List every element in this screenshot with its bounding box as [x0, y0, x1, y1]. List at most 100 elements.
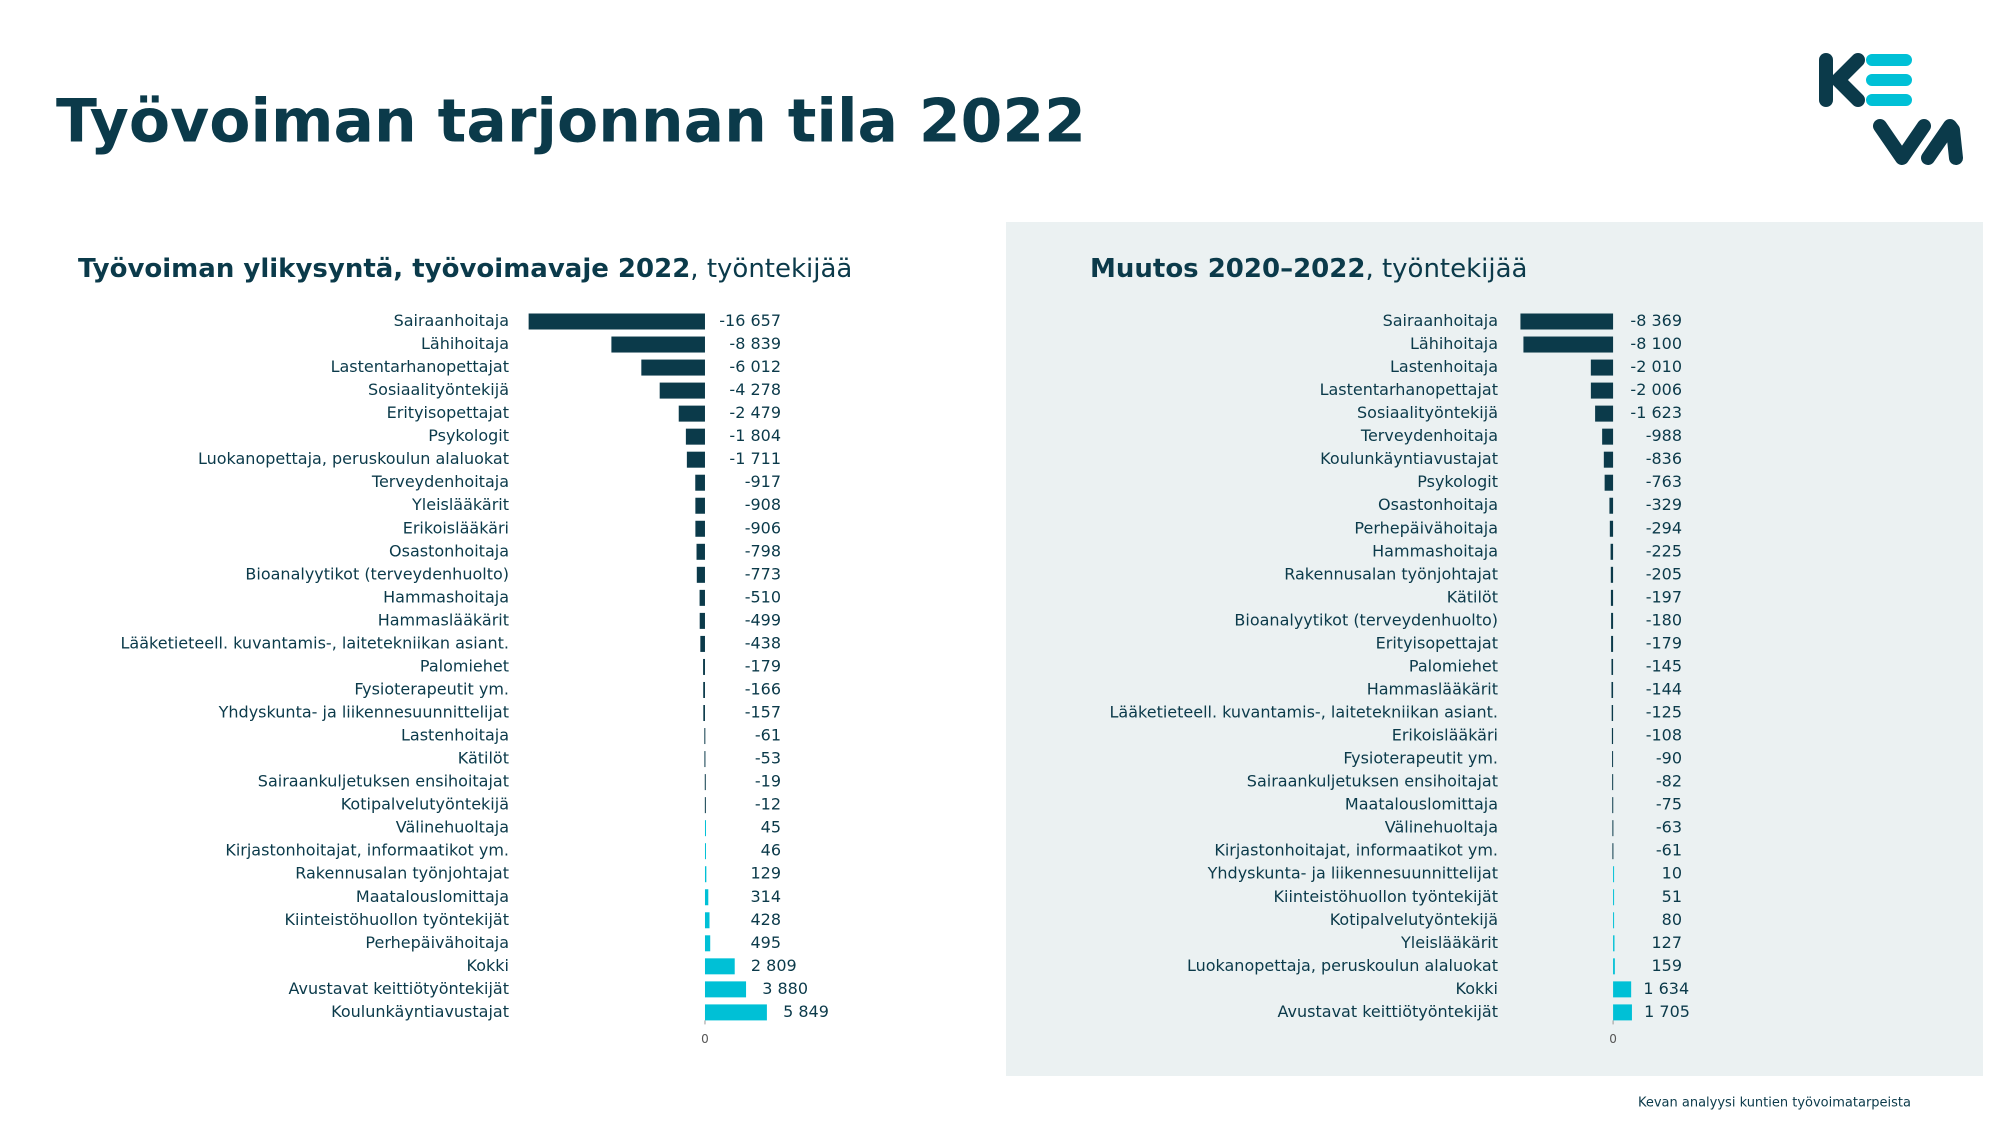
- category-label: Hammashoitaja: [1372, 541, 1498, 560]
- category-label: Hammashoitaja: [383, 587, 509, 606]
- bar: [685, 428, 705, 445]
- bar: [1520, 313, 1614, 330]
- value-label: -2 006: [1630, 380, 1682, 399]
- value-label: -908: [745, 495, 781, 514]
- value-label: -988: [1646, 426, 1682, 445]
- value-label: 46: [761, 841, 781, 860]
- category-label: Fysioterapeutit ym.: [1343, 749, 1498, 768]
- category-label: Bioanalyytikot (terveydenhuolto): [245, 564, 509, 583]
- bar: [678, 405, 705, 422]
- bar: [1612, 843, 1614, 860]
- category-label: Kokki: [467, 956, 509, 975]
- category-label: Yleislääkärit: [1400, 933, 1498, 952]
- value-label: -6 012: [729, 357, 781, 376]
- value-label: -61: [1656, 841, 1682, 860]
- value-label: -1 623: [1630, 403, 1682, 422]
- value-label: 314: [750, 887, 781, 906]
- chart-title: Työvoiman ylikysyntä, työvoimavaje 2022,…: [78, 254, 852, 284]
- bar: [1613, 889, 1615, 906]
- bar: [704, 820, 706, 837]
- bar: [1610, 566, 1614, 583]
- bar: [1612, 751, 1614, 768]
- category-label: Kätilöt: [458, 749, 509, 768]
- value-label: -125: [1646, 703, 1682, 722]
- bar: [704, 728, 706, 745]
- category-label: Erikoislääkäri: [403, 518, 509, 537]
- bar: [1609, 520, 1614, 537]
- value-label: 2 809: [751, 956, 797, 975]
- right-panel: [1006, 222, 1983, 1076]
- bar: [1613, 912, 1615, 929]
- value-label: -329: [1646, 495, 1682, 514]
- category-label: Psykologit: [1417, 472, 1498, 491]
- bar: [695, 520, 705, 537]
- category-label: Välinehuoltaja: [396, 818, 509, 837]
- value-label: -63: [1656, 818, 1682, 837]
- value-label: 51: [1662, 887, 1682, 906]
- category-label: Koulunkäyntiavustajat: [1320, 449, 1498, 468]
- value-label: -798: [745, 541, 781, 560]
- category-label: Hammaslääkärit: [1367, 679, 1498, 698]
- category-label: Maatalouslomittaja: [356, 887, 509, 906]
- category-label: Sairaanhoitaja: [1383, 311, 1498, 330]
- bar: [1613, 935, 1615, 952]
- value-label: -53: [755, 749, 781, 768]
- category-label: Rakennusalan työnjohtajat: [295, 864, 509, 883]
- value-label: -294: [1646, 518, 1682, 537]
- bar: [703, 681, 705, 698]
- category-label: Avustavat keittiötyöntekijät: [289, 979, 509, 998]
- value-label: -61: [755, 726, 781, 745]
- bar: [704, 843, 706, 860]
- bar: [1611, 681, 1614, 698]
- bar: [704, 935, 711, 952]
- x-tick-label: 0: [701, 1032, 709, 1046]
- bar: [704, 889, 709, 906]
- bar: [1612, 820, 1614, 837]
- value-label: -1 711: [729, 449, 781, 468]
- value-label: -836: [1646, 449, 1682, 468]
- bar: [700, 635, 705, 652]
- bar: [704, 958, 735, 975]
- value-label: 127: [1651, 933, 1682, 952]
- bar: [1590, 359, 1614, 376]
- category-label: Kokki: [1456, 979, 1498, 998]
- value-label: -19: [755, 772, 781, 791]
- value-label: 495: [750, 933, 781, 952]
- category-label: Avustavat keittiötyöntekijät: [1278, 1002, 1498, 1021]
- value-label: 159: [1651, 956, 1682, 975]
- bar: [704, 866, 707, 883]
- bar: [1610, 589, 1614, 606]
- category-label: Fysioterapeutit ym.: [354, 679, 509, 698]
- value-label: -906: [745, 518, 781, 537]
- logo: [1819, 53, 1963, 165]
- bar: [1604, 474, 1614, 491]
- bar: [699, 612, 705, 629]
- value-label: 5 849: [783, 1002, 829, 1021]
- page-title: Työvoiman tarjonnan tila 2022: [56, 87, 1086, 157]
- category-label: Yleislääkärit: [411, 495, 509, 514]
- value-label: -499: [745, 610, 781, 629]
- bar: [611, 336, 705, 353]
- category-label: Lastentarhanopettajat: [331, 357, 509, 376]
- bar: [695, 474, 705, 491]
- value-label: -179: [745, 656, 781, 675]
- value-label: 428: [750, 910, 781, 929]
- bar: [1611, 658, 1614, 675]
- category-label: Sosiaalityöntekijä: [368, 380, 509, 399]
- chart-title-main: Muutos 2020–2022: [1090, 254, 1365, 284]
- value-label: -438: [745, 633, 781, 652]
- value-label: -2 479: [729, 403, 781, 422]
- category-label: Palomiehet: [420, 656, 509, 675]
- category-label: Sairaankuljetuksen ensihoitajat: [1247, 772, 1498, 791]
- category-label: Erityisopettajat: [387, 403, 509, 422]
- bar: [1609, 497, 1614, 514]
- value-label: -4 278: [729, 380, 781, 399]
- value-label: -108: [1646, 726, 1682, 745]
- value-label: -763: [1646, 472, 1682, 491]
- chart-title-suffix: , työntekijää: [1365, 254, 1527, 284]
- bar: [528, 313, 705, 330]
- category-label: Kiinteistöhuollon työntekijät: [1274, 887, 1498, 906]
- value-label: -8 839: [729, 334, 781, 353]
- bar: [704, 774, 706, 791]
